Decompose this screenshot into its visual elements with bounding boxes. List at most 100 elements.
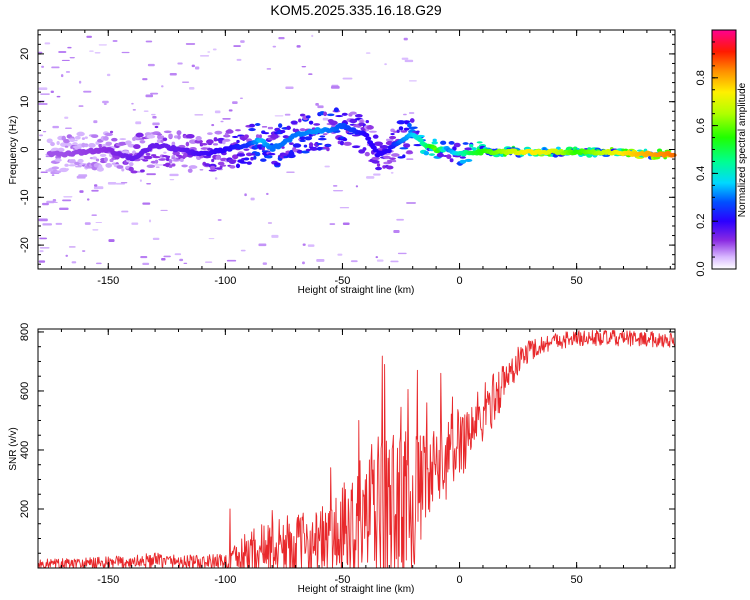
spectrogram-cell [255, 134, 260, 139]
spectrogram-cell [372, 134, 379, 139]
spectrogram-noise-speck [84, 222, 91, 225]
spectrogram-cell [64, 163, 69, 167]
spectrogram-cell [145, 152, 151, 156]
spectrogram-noise-speck [93, 186, 104, 190]
spectrogram-x-tick-label: 50 [571, 275, 583, 287]
spectrogram-noise-speck [81, 250, 86, 252]
spectrogram-noise-speck [95, 262, 102, 265]
spectrogram-x-tick-label: -150 [97, 275, 119, 287]
spectrogram-cell [299, 136, 306, 141]
spectrogram-noise-speck [56, 95, 61, 98]
spectrogram-noise-speck [131, 222, 139, 225]
spectrogram-cell [187, 168, 193, 173]
spectrogram-noise-speck [120, 182, 128, 184]
spectrogram-noise-speck [106, 73, 111, 77]
spectrogram-cell [333, 107, 339, 113]
spectrogram-noise-speck [163, 255, 171, 258]
snr-panel: -150 -100 -50 0 50 200 400 600 800 Height of st… [8, 323, 676, 595]
spectrogram-cell [51, 166, 60, 170]
spectrogram-cell [133, 144, 141, 150]
spectrogram-noise-speck [258, 243, 267, 247]
spectrogram-noise-speck [91, 189, 99, 192]
spectrogram-cell [188, 165, 198, 169]
colorbar-tick-label: 0.0 [695, 261, 707, 276]
spectrogram-noise-speck [145, 40, 153, 43]
spectrogram-noise-speck [121, 210, 129, 213]
spectrogram-cell [387, 160, 393, 164]
spectrogram-noise-speck [317, 105, 324, 109]
spectrogram-cell [68, 138, 76, 143]
spectrogram-noise-speck [342, 77, 353, 80]
spectrogram-ridge-cell [417, 138, 424, 143]
spectrogram-cell [432, 138, 437, 142]
spectrogram-cell [309, 146, 319, 151]
spectrogram-cell [84, 136, 88, 140]
colorbar-gradient [712, 30, 736, 269]
spectrogram-cell [289, 142, 294, 145]
spectrogram-noise-speck [38, 260, 46, 263]
spectrogram-x-axis-label: Height of straight line (km) [298, 285, 415, 296]
spectrogram-cell [400, 130, 408, 133]
spectrogram-cell [296, 149, 303, 154]
spectrogram-cell [181, 164, 188, 168]
spectrogram-cell [128, 162, 134, 167]
spectrogram-cell [329, 120, 338, 126]
spectrogram-cell [322, 133, 328, 136]
spectrogram-cell [281, 146, 285, 149]
spectrogram-noise-speck [365, 52, 371, 54]
spectrogram-cell [349, 111, 357, 115]
spectrogram-noise-speck [239, 97, 243, 99]
spectrogram-cell [207, 132, 213, 136]
spectrogram-noise-speck [169, 179, 175, 181]
spectrogram-cell [335, 115, 344, 118]
spectrogram-noise-speck [39, 134, 44, 137]
spectrogram-noise-speck [89, 50, 94, 52]
spectrogram-cell [359, 119, 364, 123]
spectrogram-cell [172, 151, 180, 156]
snr-x-tick-label: -50 [334, 574, 350, 586]
spectrogram-cell [250, 156, 254, 161]
spectrogram-cell [339, 136, 345, 139]
spectrogram-cell [407, 122, 412, 128]
spectrogram-y-ticks: -20 -10 0 10 20 [19, 34, 675, 265]
spectrogram-cell [249, 123, 256, 128]
spectrogram-cell [50, 142, 55, 147]
spectrogram-cell [406, 150, 413, 153]
spectrogram-noise-speck [146, 183, 151, 185]
spectrogram-cell [158, 158, 166, 161]
spectrogram-noise-speck [408, 80, 417, 82]
spectrogram-cell [265, 155, 273, 159]
spectrogram-noise-speck [135, 121, 142, 125]
spectrogram-noise-speck [397, 252, 407, 255]
spectrogram-cell [245, 152, 253, 157]
spectrogram-cell [385, 165, 394, 170]
spectrogram-noise-speck [199, 169, 204, 171]
spectrogram-noise-speck [52, 199, 57, 202]
spectrogram-noise-speck [285, 86, 294, 90]
spectrogram-noise-speck [152, 237, 160, 240]
spectrogram-ridge-cell [670, 152, 677, 158]
spectrogram-cell [469, 144, 474, 148]
spectrogram-noise-speck [401, 57, 409, 60]
spectrogram-cell [185, 133, 195, 139]
spectrogram-noise-speck [408, 111, 415, 114]
spectrogram-cell [274, 162, 281, 166]
spectrogram-cell [317, 137, 327, 141]
spectrogram-noise-speck [148, 219, 152, 223]
spectrogram-cell [139, 140, 146, 144]
spectrogram-y-tick-label: 0 [19, 146, 31, 152]
spectrogram-noise-speck [38, 87, 48, 91]
spectrogram-noise-speck [211, 124, 215, 127]
spectrogram-noise-speck [396, 218, 404, 221]
spectrogram-cell [151, 154, 157, 157]
spectrogram-noise-speck [404, 59, 414, 63]
spectrogram-noise-speck [384, 63, 387, 66]
spectrogram-cell [236, 153, 246, 157]
spectrogram-noise-speck [98, 44, 108, 46]
spectrogram-noise-speck [142, 262, 150, 265]
spectrogram-noise-speck [302, 261, 305, 265]
spectrogram-cell [464, 158, 473, 162]
spectrogram-cell [59, 167, 69, 173]
spectrogram-noise-speck [69, 56, 75, 59]
spectrogram-cell [239, 161, 248, 164]
